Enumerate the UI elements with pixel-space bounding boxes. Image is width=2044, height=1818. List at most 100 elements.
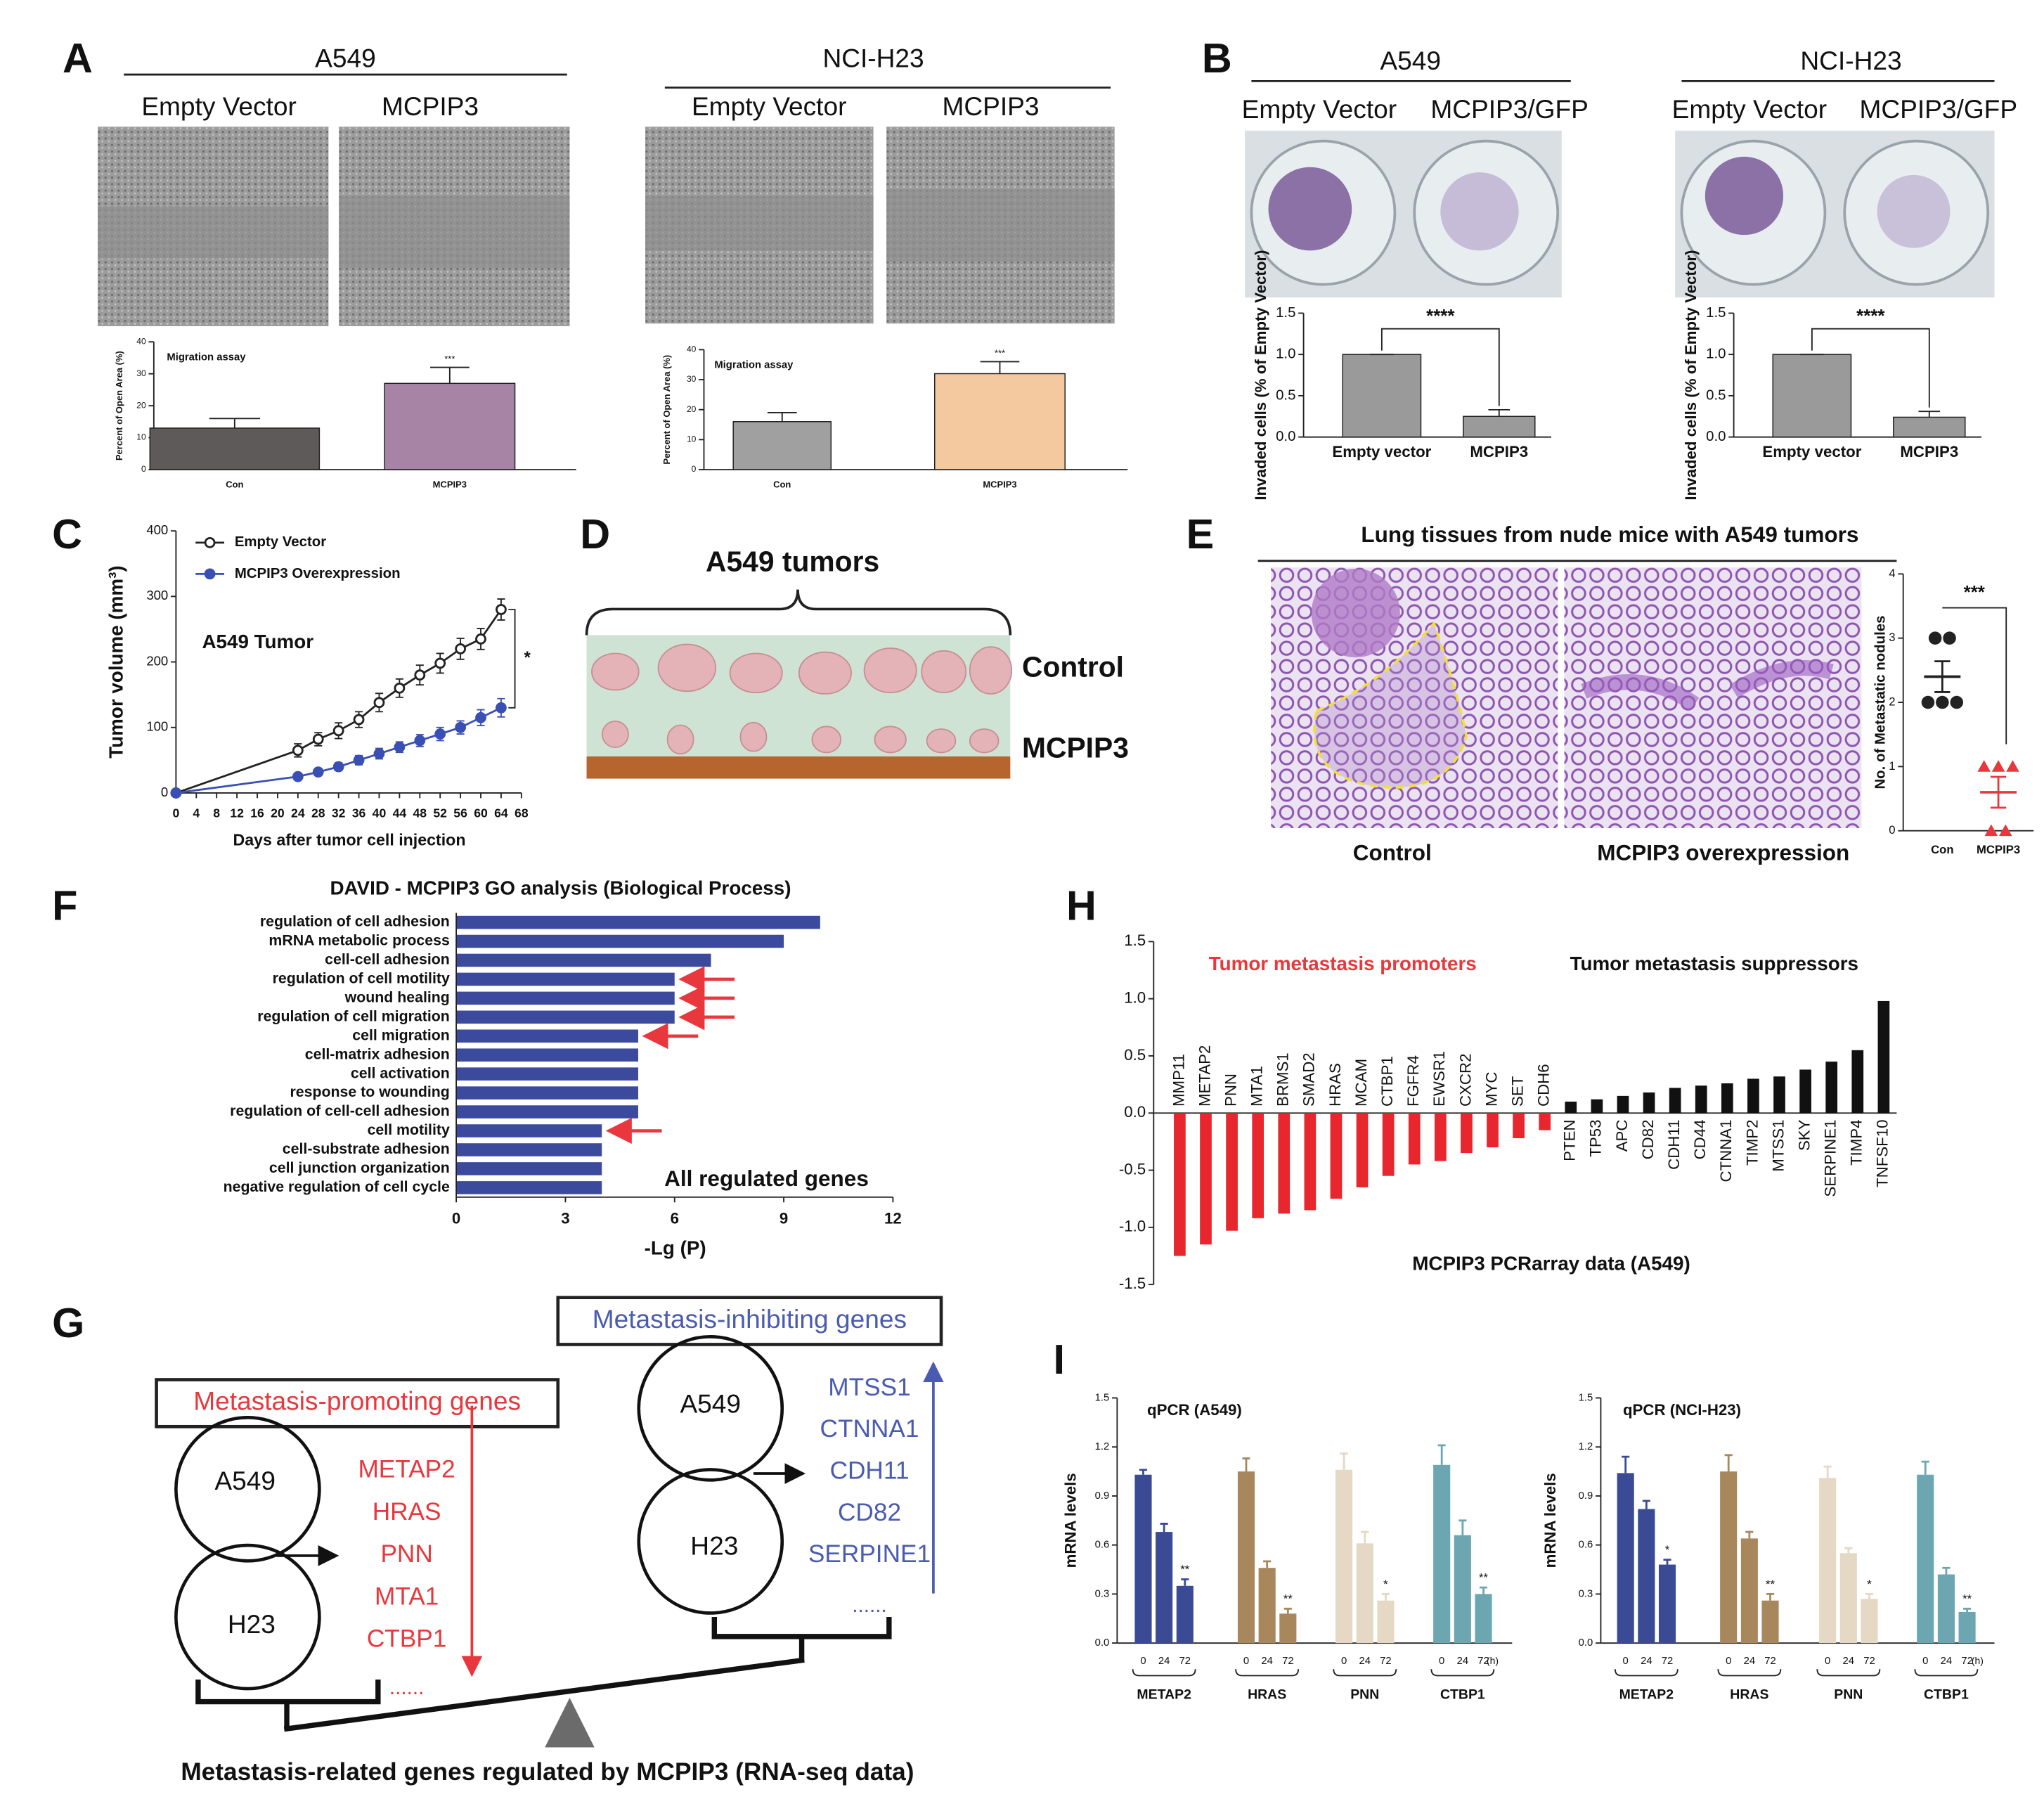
y-tick-label: 1.5 [1579,1392,1593,1403]
venn-circle [174,1543,321,1691]
significance: **** [1856,305,1885,326]
y-tick-label: 0.5 [1706,387,1726,403]
photo-title: A549 tumors [706,545,879,577]
condition-label: Empty Vector [1242,94,1397,124]
category-label: APC [1613,1120,1631,1152]
category-label: mRNA metabolic process [269,932,449,949]
legend-label: MCPIP3 Overexpression [235,566,401,581]
category-label: cell-cell adhesion [325,951,450,968]
group-bracket [1614,1669,1678,1677]
y-tick-label: 0.0 [1095,1637,1110,1649]
bar [1539,1113,1551,1130]
category-label: SERPINE1 [1822,1120,1839,1197]
panel-label: C [52,510,82,557]
bar [456,1124,602,1137]
brace [585,589,1012,636]
group-label: CTBP1 [1440,1687,1485,1702]
category-label: wound healing [344,988,450,1005]
point [332,761,344,773]
bar [1877,1000,1890,1114]
category-label: Con [773,479,791,490]
category-label: PNN [1222,1074,1239,1107]
bar [456,991,675,1005]
error-bar [1242,1457,1250,1472]
point [475,633,486,645]
error-bar [1381,1593,1390,1601]
point [1936,695,1949,709]
chart-title: Migration assay [714,360,794,371]
time-label: 24 [1941,1656,1953,1667]
x-tick-label: 68 [515,806,529,820]
bar [1695,1085,1707,1114]
time-unit: (h) [1972,1655,1984,1666]
error-bar [1724,1454,1733,1472]
point [170,787,182,799]
y-tick-label: 20 [136,400,146,410]
significance: *** [444,354,455,364]
circle-label: H23 [690,1531,738,1561]
error-bar [1963,1607,1972,1612]
error-bar [767,412,797,422]
bar [1200,1113,1212,1245]
error-bar [1918,411,1941,418]
point [1928,631,1942,645]
chart-title: qPCR (NCI-H23) [1623,1401,1741,1419]
bar [1487,1113,1499,1148]
point [1950,695,1964,709]
panel-label: E [1186,510,1215,557]
time-label: 0 [1726,1656,1731,1667]
category-label: MCPIP3 [433,479,467,490]
bar [1134,1474,1152,1644]
category-label: MCPIP3 [983,479,1016,490]
bar [1799,1069,1811,1114]
bar [1761,1600,1779,1644]
gene: HRAS [373,1498,441,1526]
gene: CDH11 [830,1457,910,1484]
significance: ** [1962,1592,1972,1606]
y-tick-label: 40 [687,344,697,354]
bar [456,972,675,986]
x-axis-label: Days after tumor cell injection [233,831,466,849]
bar [1382,1113,1395,1176]
category-label: Empty vector [1332,443,1431,460]
bar [149,427,321,470]
error-bar [1990,775,2007,809]
bar [456,1105,638,1118]
time-label: 0 [1825,1656,1830,1667]
wound [98,206,329,259]
y-tick-label: 10 [136,432,146,442]
x-tick-label: 16 [250,806,264,820]
y-tick-label: 0.6 [1579,1540,1593,1551]
point [1977,760,1991,772]
category-label: MYC [1482,1072,1500,1107]
y-tick-label: 0 [1889,823,1895,837]
x-tick-label: 44 [393,806,407,820]
bar [1475,1594,1492,1644]
panel-label: A [63,34,93,82]
panel-label: G [52,1299,84,1346]
group-label: CTBP1 [1924,1687,1969,1702]
chart-title: DAVID - MCPIP3 GO analysis (Biological P… [330,877,791,899]
point [496,604,507,615]
y-tick-label: 40 [136,336,146,346]
bar [1461,1113,1473,1154]
error-bar [1361,1530,1369,1544]
x-tick-label: 40 [373,806,387,820]
bar [1747,1078,1759,1114]
error-bar [209,418,260,428]
bar [1226,1113,1238,1231]
category-label: cell activation [351,1064,450,1081]
bar [1176,1585,1194,1644]
gene: SERPINE1 [808,1540,931,1568]
venn-circle [174,1415,321,1563]
invasion-photos: A549 Empty Vector MCPIP3/GFP NCI-H23 Emp… [1242,46,2017,298]
category-label: MMP11 [1170,1054,1187,1107]
x-tick-label: 0 [452,1209,460,1227]
point [1921,695,1935,709]
bar [1356,1113,1369,1187]
annotation: Tumor metastasis suppressors [1570,953,1858,974]
time-unit: (h) [1487,1655,1499,1666]
error-bar [430,366,470,384]
y-axis-label: Invaded cells (% of Empty Vector) [1252,250,1269,500]
